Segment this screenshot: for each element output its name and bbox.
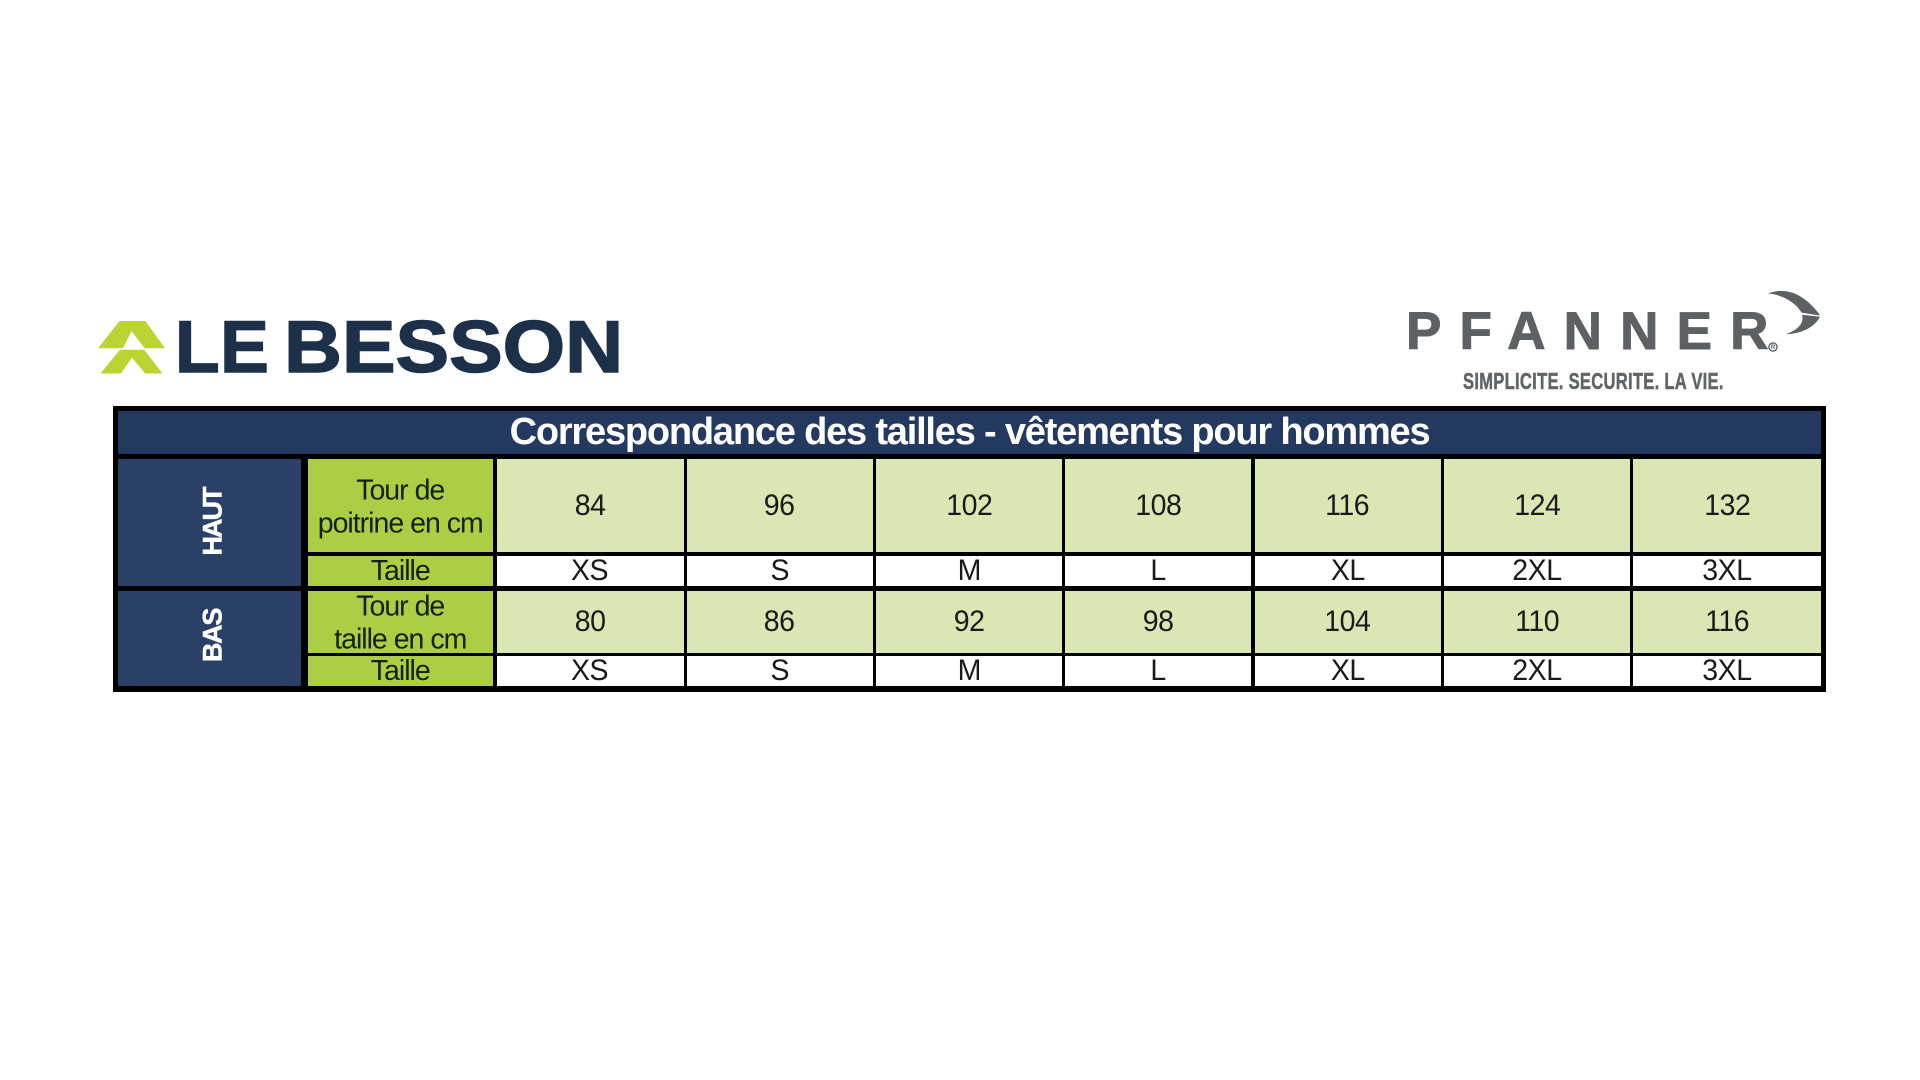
svg-text:R: R: [1771, 345, 1776, 351]
